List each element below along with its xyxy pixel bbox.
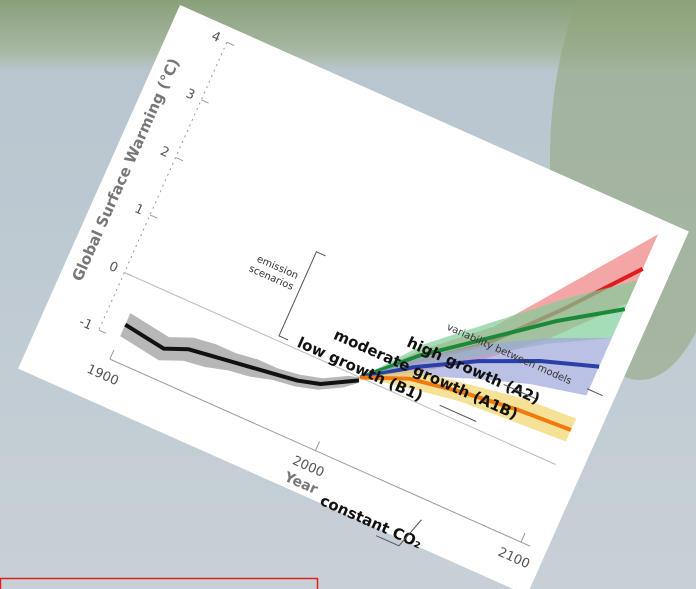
page: {"chart_data": {"type": "line", "y_label… xyxy=(0,0,696,589)
screen: -101234190020002100Global Surface Warmin… xyxy=(0,0,696,589)
